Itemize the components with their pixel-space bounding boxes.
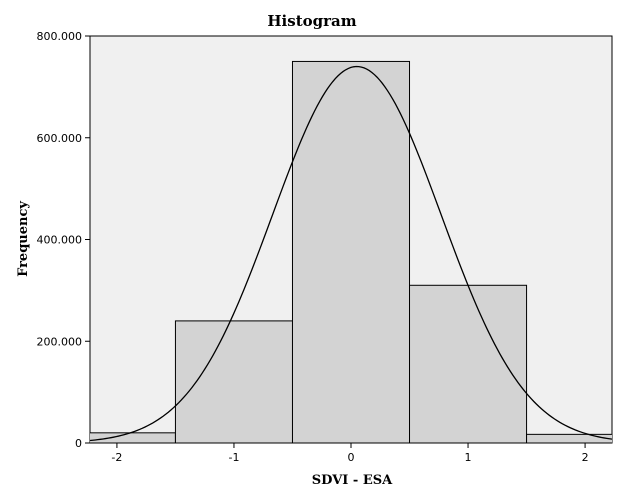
y-tick-label-0: 0 xyxy=(75,437,82,450)
y-tick-label-4: 800.000 xyxy=(37,30,83,43)
histogram-bar-2 xyxy=(291,60,411,443)
x-tick-label-0: -2 xyxy=(111,451,122,464)
chart-title: Histogram xyxy=(267,12,356,30)
x-axis: -2 -1 0 1 2 xyxy=(111,443,589,464)
bars-group xyxy=(90,60,612,443)
normal-curve xyxy=(90,65,612,442)
x-tick-label-4: 2 xyxy=(582,451,589,464)
histogram-bar-4 xyxy=(526,433,612,443)
histogram-bar-1 xyxy=(174,320,293,443)
y-tick-label-3: 600.000 xyxy=(37,132,83,145)
x-tick-label-2: 0 xyxy=(348,451,355,464)
x-axis-label: SDVI - ESA xyxy=(312,473,393,488)
x-tick-label-1: -1 xyxy=(228,451,239,464)
y-tick-label-2: 400.000 xyxy=(37,234,83,247)
y-axis-label: Frequency xyxy=(16,201,31,277)
x-tick-label-3: 1 xyxy=(465,451,472,464)
y-axis: 0 200.000 400.000 600.000 800.000 xyxy=(37,30,90,450)
histogram-bar-3 xyxy=(409,284,528,443)
y-tick-label-1: 200.000 xyxy=(37,335,83,348)
